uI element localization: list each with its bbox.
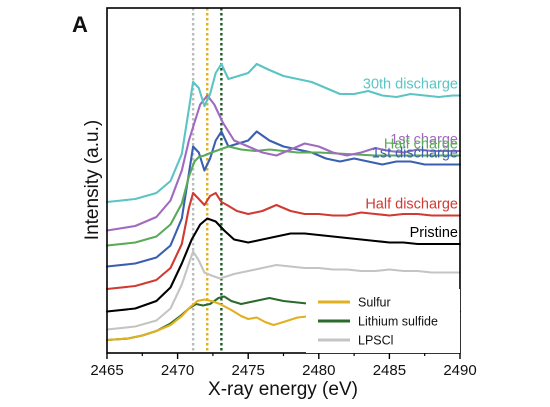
x-axis-label: X-ray energy (eV) xyxy=(208,379,358,400)
x-tick-label: 2490 xyxy=(443,362,476,379)
x-axis-ticks: 2465 2470 2475 2480 2485 2490 xyxy=(90,353,477,379)
series-label-half-charge: Half charge xyxy=(384,137,458,153)
legend-label-lithium-sulfide: Lithium sulfide xyxy=(358,315,438,329)
legend-label-sulfur: Sulfur xyxy=(358,296,391,310)
series-line-30th-discharge xyxy=(105,62,462,204)
series-label-half-discharge: Half discharge xyxy=(365,197,458,213)
series-line-pristine xyxy=(105,217,462,313)
series-label-30th-discharge: 30th discharge xyxy=(363,77,458,93)
series-label-1st-discharge: 1st discharge xyxy=(372,146,458,162)
series-lines xyxy=(105,62,462,342)
legend: Sulfur Lithium sulfide LPSCl xyxy=(306,289,460,353)
x-tick-label: 2475 xyxy=(232,362,265,379)
series-line-1st-charge xyxy=(105,94,462,232)
x-tick-label: 2485 xyxy=(373,362,406,379)
x-tick-label: 2480 xyxy=(302,362,335,379)
x-tick-label: 2470 xyxy=(161,362,194,379)
y-axis-label: Intensity (a.u.) xyxy=(82,120,103,240)
series-line-half-discharge xyxy=(105,191,462,291)
series-line-lpscl xyxy=(105,250,462,331)
x-tick-label: 2465 xyxy=(90,362,123,379)
legend-label-lpscl: LPSCl xyxy=(358,334,393,348)
series-label-1st-charge: 1st charge xyxy=(390,132,458,148)
panel-letter: A xyxy=(72,12,88,37)
series-label-pristine: Pristine xyxy=(410,225,458,241)
